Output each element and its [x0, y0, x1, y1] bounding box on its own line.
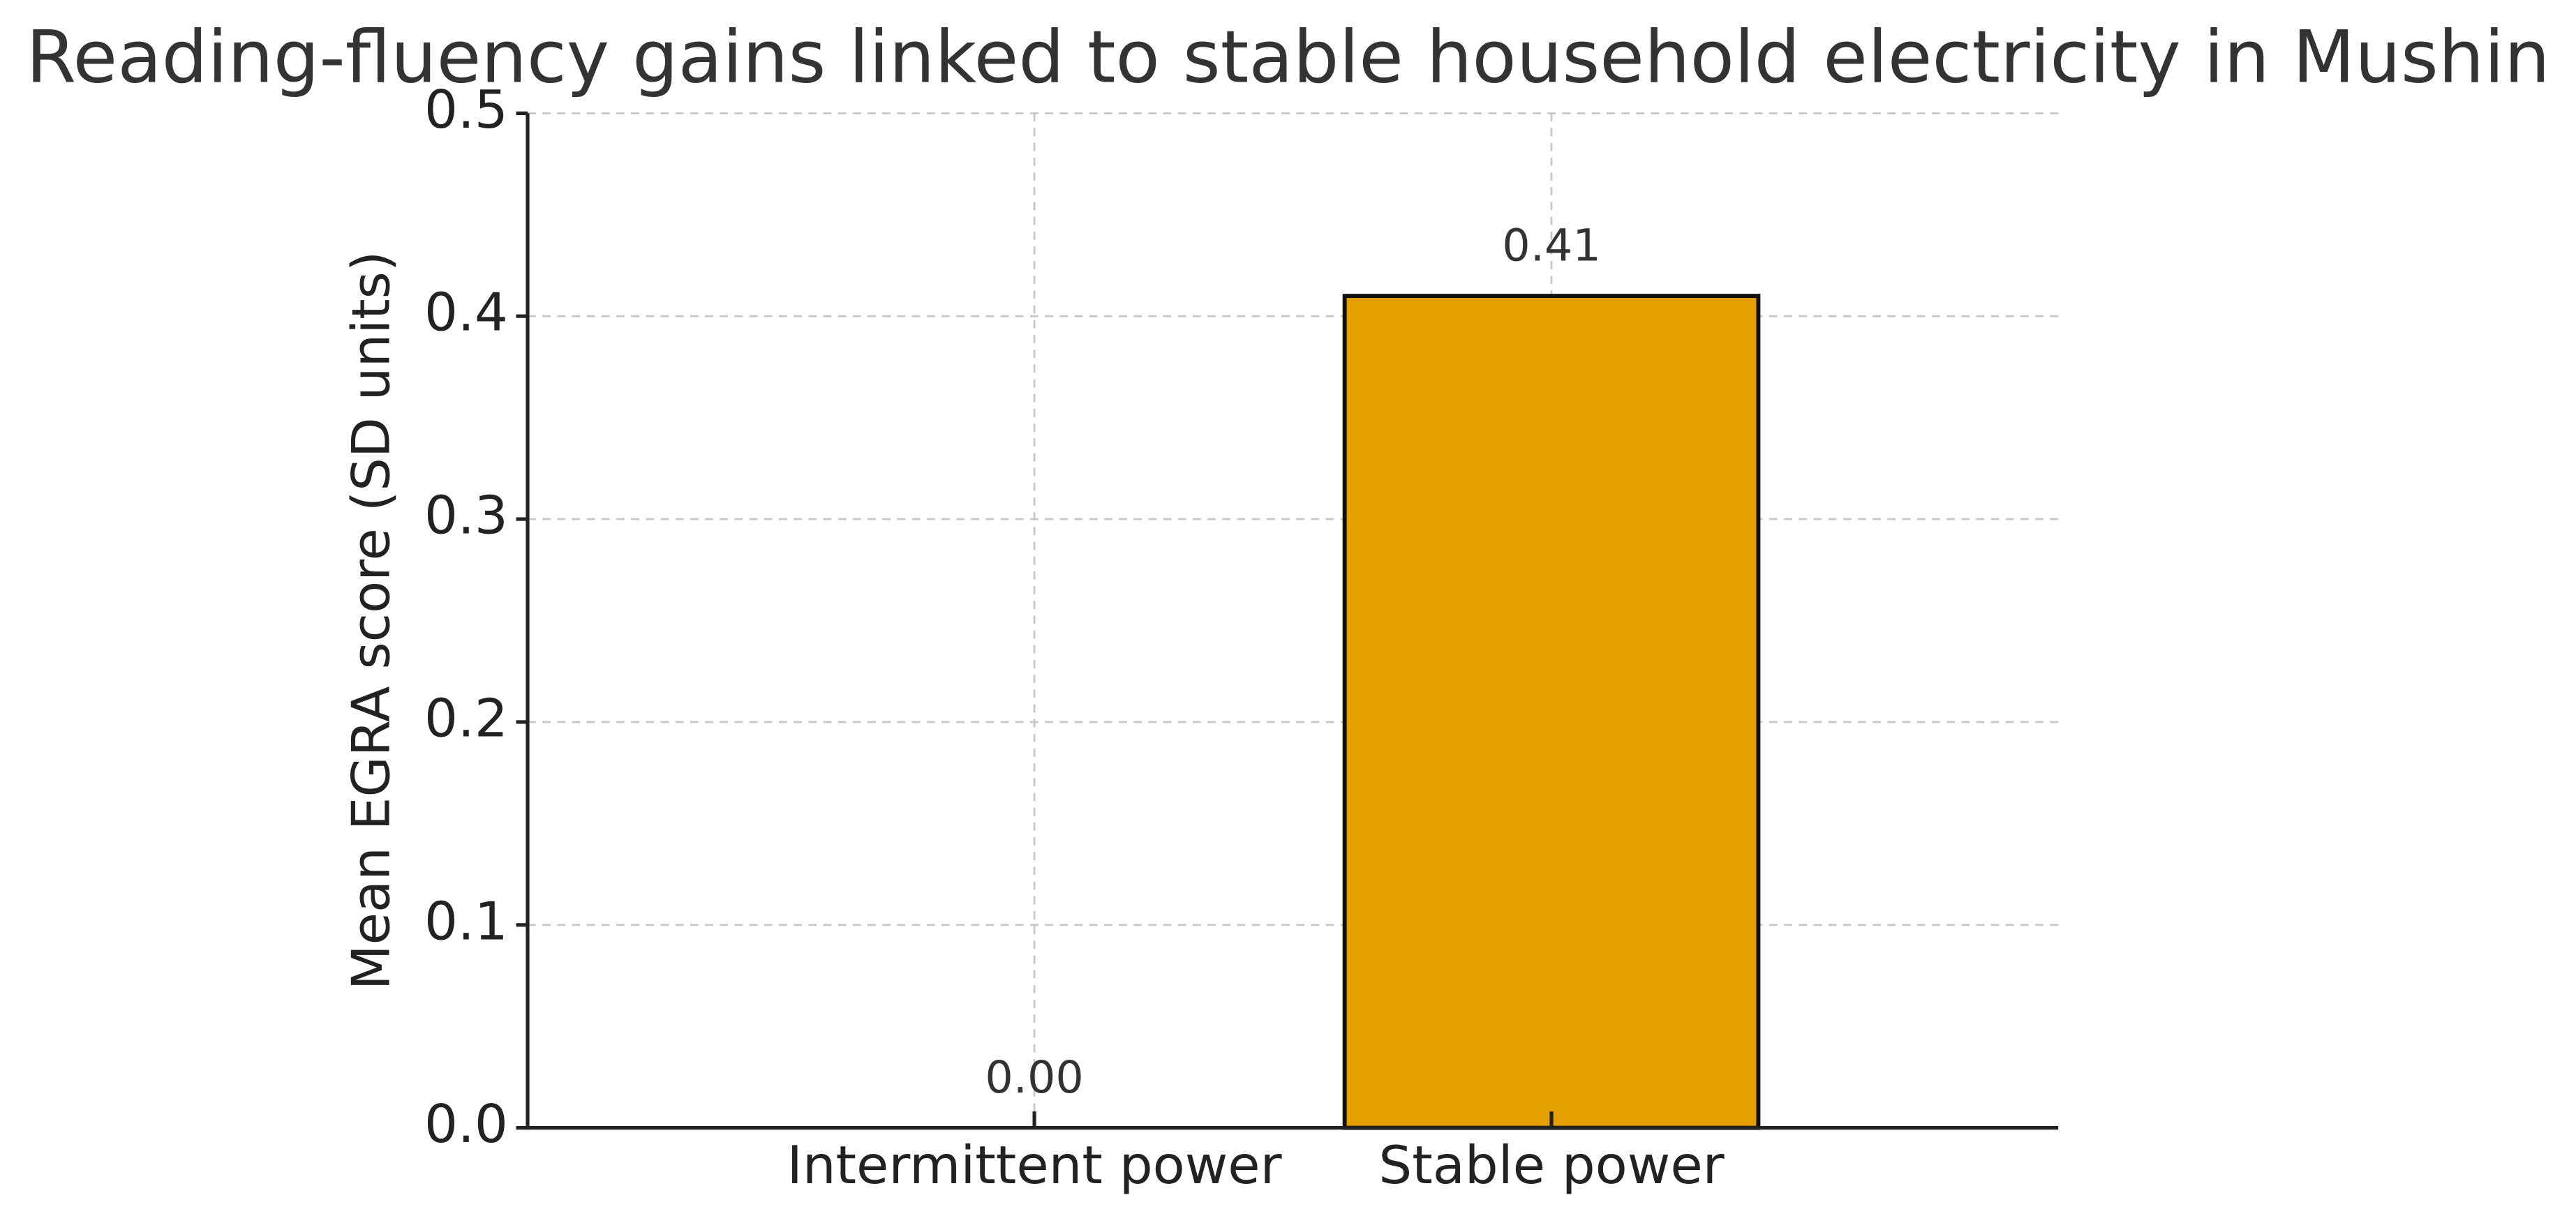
- y-axis-label: Mean EGRA score (SD units): [341, 251, 402, 991]
- value-label: 0.41: [1502, 219, 1600, 271]
- y-tick-label: 0.5: [424, 79, 508, 140]
- y-tick-label: 0.3: [424, 485, 508, 546]
- bar: [1342, 294, 1761, 1130]
- value-label: 0.00: [985, 1051, 1083, 1103]
- x-tick-label: Intermittent power: [787, 1134, 1282, 1196]
- y-tick-label: 0.2: [424, 687, 508, 749]
- chart-title: Reading-fluency gains linked to stable h…: [26, 16, 2550, 100]
- x-tick-label: Stable power: [1378, 1134, 1724, 1196]
- y-tick-label: 0.1: [424, 890, 508, 952]
- y-tick-label: 0.4: [424, 282, 508, 343]
- y-tick-label: 0.0: [424, 1093, 508, 1155]
